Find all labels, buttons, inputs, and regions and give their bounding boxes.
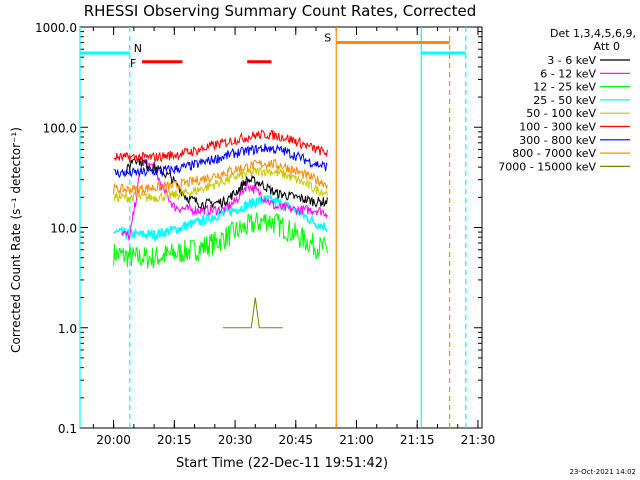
legend-label-6: 100 - 300 keV — [519, 121, 596, 134]
legend-label-5: 50 - 100 keV — [526, 107, 596, 120]
chart-title: RHESSI Observing Summary Count Rates, Co… — [84, 2, 477, 20]
y-tick-label: 1000.0 — [35, 21, 77, 35]
series-line-3 — [113, 212, 328, 269]
y-tick-label: 0.1 — [58, 422, 77, 436]
y-tick-label: 10.0 — [50, 222, 77, 236]
legend-label-4: 25 - 50 keV — [533, 94, 596, 107]
legend-label-8: 800 - 7000 keV — [512, 147, 596, 160]
y-axis-label: Corrected Count Rate (s⁻¹ detector⁻¹) — [9, 127, 23, 353]
y-tick-label: 1.0 — [58, 322, 77, 336]
legend-label-7: 300 - 800 keV — [519, 134, 596, 147]
series-line-9 — [222, 297, 283, 329]
x-tick-label: 21:15 — [400, 433, 435, 447]
legend-label-9: 7000 - 15000 keV — [498, 160, 596, 173]
x-axis-label: Start Time (22-Dec-11 19:51:42) — [176, 456, 388, 471]
series-line-8 — [113, 158, 328, 195]
y-tick-label: 100.0 — [43, 121, 77, 135]
series-line-5 — [113, 166, 328, 203]
x-tick-label: 20:00 — [96, 433, 131, 447]
x-tick-label: 20:30 — [218, 433, 253, 447]
legend-label-3: 12 - 25 keV — [533, 81, 596, 94]
legend-header-line-2: Att 0 — [594, 40, 620, 53]
legend-label-2: 6 - 12 keV — [540, 67, 596, 80]
x-tick-label: 21:00 — [339, 433, 374, 447]
series-line-2 — [121, 157, 328, 241]
footer-date: 23-Oct-2021 14:02 — [570, 468, 636, 476]
x-tick-label: 21:30 — [461, 433, 496, 447]
series-line-7 — [113, 143, 328, 179]
flag-s-label: S — [324, 32, 331, 45]
x-tick-label: 20:15 — [157, 433, 192, 447]
legend-label-1: 3 - 6 keV — [547, 54, 596, 67]
legend-header-line-1: Det 1,3,4,5,6,9, — [550, 27, 636, 40]
series-line-6 — [113, 129, 328, 164]
x-tick-label: 20:45 — [278, 433, 313, 447]
flag-n-label: N — [134, 42, 142, 55]
flag-f-label: F — [130, 57, 136, 70]
